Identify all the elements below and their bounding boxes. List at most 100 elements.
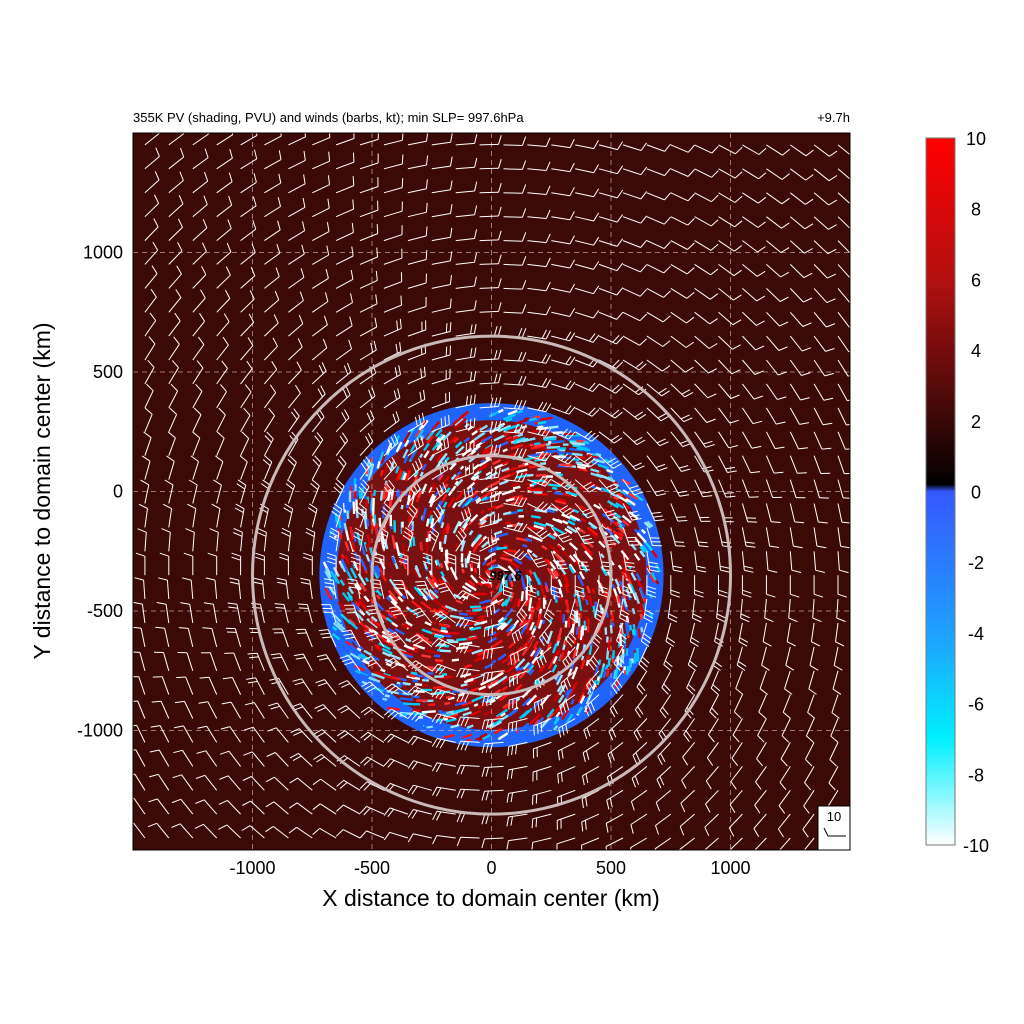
pv-streak [475,653,485,659]
wind-barb [622,287,648,297]
pv-streak [360,653,371,661]
pv-streak [564,620,568,628]
pv-streak [562,443,569,446]
pv-streak [502,677,510,684]
wind-barb [766,168,790,180]
pv-streak [442,501,448,509]
wind-barb [598,503,619,520]
pv-streak [446,731,454,737]
wind-barb [289,777,313,791]
pv-streak [429,518,435,529]
pv-streak [556,518,562,523]
wind-barb [431,227,453,242]
wind-barb [383,758,409,768]
wind-barb [622,263,648,273]
wind-barb [503,521,528,533]
wind-barb [265,825,289,839]
wind-barb [741,575,752,598]
wind-barb [742,216,766,228]
wind-barb [263,384,277,409]
pv-streak [444,581,455,591]
pv-streak [497,424,512,433]
wind-barb [556,837,576,850]
wind-barb [192,171,209,194]
pv-streak [640,627,644,633]
wind-barb [178,627,194,648]
wind-barb [318,629,337,648]
wind-barb [455,181,478,194]
wind-barb [192,360,204,385]
wind-barb [813,168,838,182]
pv-streak [387,612,394,619]
wind-barb [574,382,600,393]
pv-streak [366,519,370,527]
pv-streak [408,608,419,617]
plot-frame [132,132,851,851]
wind-barb [527,329,551,340]
wind-barb [790,144,814,157]
wind-barb [198,701,218,719]
wind-barb [188,479,198,504]
pv-streak [492,424,505,432]
pv-streak [375,523,379,529]
pv-streak [554,569,560,577]
pv-streak [392,683,403,688]
wind-barb [718,455,737,473]
wind-barb [506,837,528,850]
wind-barb [455,252,477,265]
pv-streak [373,489,377,497]
wind-barb [164,479,174,504]
wind-barb [804,742,815,767]
wind-barb [583,718,600,740]
wind-barb [516,598,528,623]
wind-barb [172,774,194,791]
pv-streak [470,513,479,523]
pv-streak [431,627,441,633]
wind-barb [503,549,528,561]
pv-streak [354,642,364,651]
wind-barb [326,552,337,576]
wind-barb [333,479,345,504]
wind-barb [216,360,228,385]
pv-streak [577,574,585,587]
wind-barb [731,742,743,767]
pv-streak [557,627,563,642]
wind-barb [244,702,265,719]
pv-streak [468,530,474,536]
pv-streak [440,626,447,631]
pv-streak [466,549,470,554]
wind-barb [813,527,827,549]
pv-streak [462,622,474,626]
wind-barb [543,598,555,624]
wind-barb [778,790,791,814]
pv-streak [472,474,480,481]
pv-streak [555,674,564,686]
wind-barb [574,551,590,571]
pv-streak [577,706,584,716]
wind-barb [622,407,647,421]
wind-barb [455,157,478,170]
pv-streak [460,553,464,563]
pv-streak [635,572,642,582]
pv-streak [428,703,436,707]
pv-streak [557,694,565,704]
wind-barb [428,527,440,552]
pv-streak [522,661,531,671]
wind-barb [209,528,219,552]
y-tick-label: 0 [113,482,123,502]
pv-streak [507,574,513,582]
wind-barb [667,598,678,623]
pv-streak [382,697,388,701]
wind-barb [598,359,624,369]
wind-barb [374,552,385,576]
wind-barb [527,353,551,364]
wind-barb [305,527,316,552]
pv-streak [464,497,474,507]
pv-streak [433,634,443,639]
pv-streak [414,565,420,572]
pv-streak [470,687,480,693]
wind-barb [718,575,728,598]
wind-barb [407,273,427,289]
wind-barb [455,394,476,409]
pv-streak [435,442,444,451]
